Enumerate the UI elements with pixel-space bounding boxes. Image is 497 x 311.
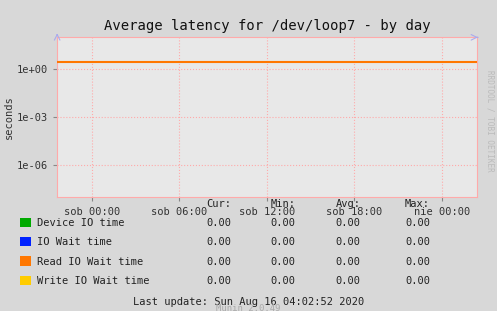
Text: Last update: Sun Aug 16 04:02:52 2020: Last update: Sun Aug 16 04:02:52 2020 [133,297,364,307]
Text: 0.00: 0.00 [405,276,430,286]
Text: IO Wait time: IO Wait time [37,237,112,247]
Text: 0.00: 0.00 [271,218,296,228]
Text: 0.00: 0.00 [206,237,231,247]
Text: 0.00: 0.00 [271,276,296,286]
Text: Device IO time: Device IO time [37,218,124,228]
Text: Munin 2.0.49: Munin 2.0.49 [216,304,281,311]
Text: 0.00: 0.00 [335,237,360,247]
Text: Cur:: Cur: [206,199,231,209]
Text: RRDTOOL / TOBI OETIKER: RRDTOOL / TOBI OETIKER [486,70,495,172]
Text: 0.00: 0.00 [335,257,360,267]
Y-axis label: seconds: seconds [4,95,14,139]
Title: Average latency for /dev/loop7 - by day: Average latency for /dev/loop7 - by day [104,19,430,33]
Text: 0.00: 0.00 [206,276,231,286]
Text: 0.00: 0.00 [335,276,360,286]
Text: 0.00: 0.00 [271,237,296,247]
Text: Min:: Min: [271,199,296,209]
Text: Avg:: Avg: [335,199,360,209]
Text: 0.00: 0.00 [405,257,430,267]
Text: 0.00: 0.00 [405,218,430,228]
Text: Write IO Wait time: Write IO Wait time [37,276,149,286]
Text: 0.00: 0.00 [206,218,231,228]
Text: Max:: Max: [405,199,430,209]
Text: 0.00: 0.00 [271,257,296,267]
Text: 0.00: 0.00 [206,257,231,267]
Text: 0.00: 0.00 [335,218,360,228]
Text: Read IO Wait time: Read IO Wait time [37,257,143,267]
Text: 0.00: 0.00 [405,237,430,247]
